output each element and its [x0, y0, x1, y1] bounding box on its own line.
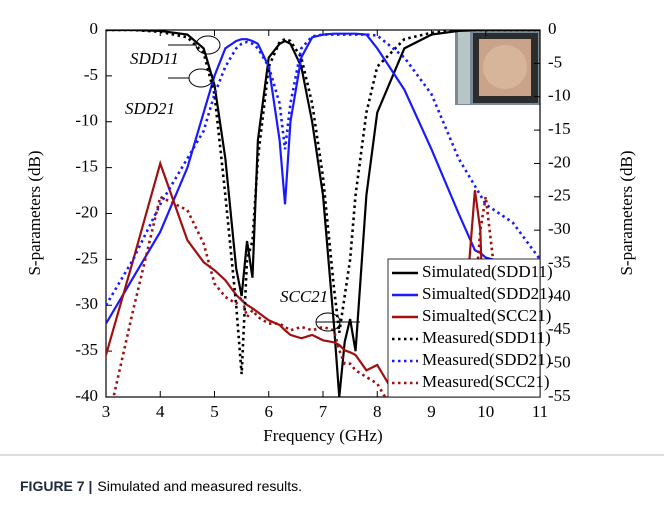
y-tick-label: -25	[75, 248, 98, 267]
x-axis-label: Frequency (GHz)	[263, 426, 382, 445]
y2-tick-label: 0	[548, 19, 557, 38]
y-axis-label: S-parameters (dB)	[25, 150, 44, 275]
y2-tick-label: -50	[548, 353, 571, 372]
legend-label: Measured(SCC21)	[422, 372, 549, 391]
series-line	[106, 32, 540, 325]
x-tick-label: 8	[373, 402, 382, 421]
plot-lines	[106, 30, 540, 397]
legend-label: Measured(SDD11)	[422, 328, 551, 347]
y2-tick-label: -55	[548, 386, 571, 405]
y-tick-label: -30	[75, 294, 98, 313]
y-tick-label: -35	[75, 340, 98, 359]
series-line	[106, 30, 540, 397]
annotation: SDD11	[130, 49, 179, 68]
caption-text: Simulated and measured results.	[97, 478, 302, 494]
y-tick-label: -10	[75, 111, 98, 130]
y2-tick-label: -5	[548, 52, 562, 71]
y2-tick-label: -40	[548, 286, 571, 305]
x-tick-label: 11	[532, 402, 548, 421]
x-tick-label: 10	[477, 402, 494, 421]
y2-axis-label: S-parameters (dB)	[617, 150, 636, 275]
y2-tick-label: -25	[548, 186, 571, 205]
series-line	[106, 33, 540, 306]
y2-tick-label: -45	[548, 319, 571, 338]
y2-tick-label: -15	[548, 119, 571, 138]
series-line	[106, 159, 488, 397]
legend-label: Simualted(SCC21)	[422, 306, 551, 325]
x-tick-label: 3	[102, 402, 111, 421]
x-tick-label: 9	[427, 402, 436, 421]
caption: FIGURE 7 | Simulated and measured results…	[20, 478, 302, 494]
annotation: SDD21	[125, 99, 175, 118]
x-tick-label: 4	[156, 402, 165, 421]
y-tick-label: -20	[75, 202, 98, 221]
legend-label: Measured(SDD21)	[422, 350, 551, 369]
series-line	[106, 30, 540, 375]
annotation: SCC21	[280, 287, 328, 306]
y2-tick-label: -10	[548, 86, 571, 105]
y2-tick-label: -30	[548, 219, 571, 238]
y-tick-label: -40	[75, 386, 98, 405]
x-tick-label: 6	[265, 402, 274, 421]
legend-label: Simulated(SDD11)	[422, 262, 553, 281]
x-tick-label: 5	[210, 402, 219, 421]
y2-tick-label: -35	[548, 252, 571, 271]
y-tick-label: -5	[84, 65, 98, 84]
y-tick-label: -15	[75, 157, 98, 176]
caption-label: FIGURE 7 |	[20, 478, 92, 494]
y-tick-label: 0	[90, 19, 99, 38]
x-tick-label: 7	[319, 402, 328, 421]
y2-tick-label: -20	[548, 152, 571, 171]
inset-photo	[455, 30, 540, 105]
legend-box	[387, 258, 541, 398]
legend-label: Simualted(SDD21)	[422, 284, 553, 303]
